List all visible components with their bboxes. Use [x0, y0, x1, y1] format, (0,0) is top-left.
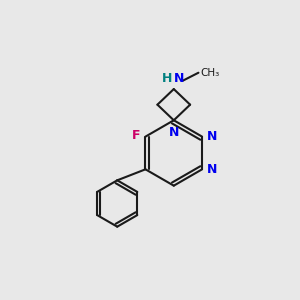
Text: N: N: [169, 126, 179, 139]
Text: CH₃: CH₃: [200, 68, 219, 78]
Text: N: N: [207, 130, 217, 143]
Text: F: F: [132, 129, 140, 142]
Text: N: N: [174, 72, 185, 85]
Text: N: N: [207, 163, 217, 176]
Text: H: H: [162, 72, 172, 85]
